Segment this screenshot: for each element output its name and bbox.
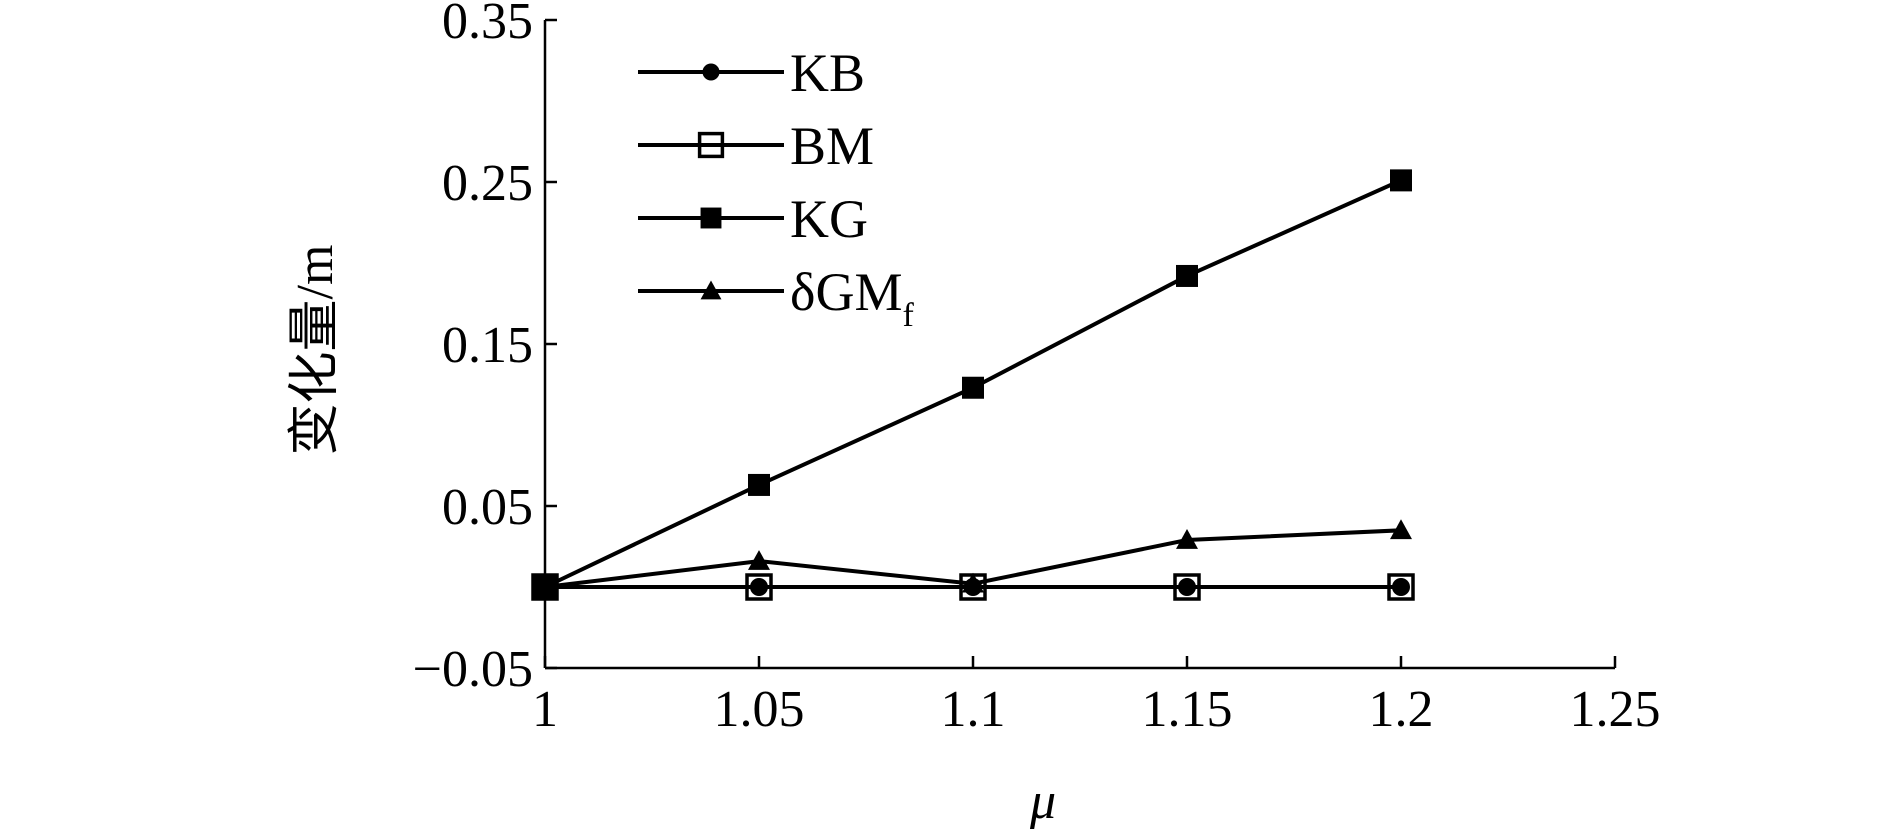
x-tick-label: 1.25 xyxy=(1570,681,1661,738)
data-point-bm xyxy=(1173,573,1201,601)
legend-marker xyxy=(700,280,722,300)
y-tick-label: 0.25 xyxy=(442,155,533,212)
y-tick-label: −0.05 xyxy=(413,641,533,698)
data-point-kg xyxy=(1176,264,1198,287)
legend-label: KB xyxy=(790,43,865,103)
axes xyxy=(543,20,1615,670)
legend-marker xyxy=(697,131,725,159)
data-point-gm xyxy=(962,572,984,593)
data-point-kg xyxy=(1390,169,1412,192)
legend: KB BM KG δGMf xyxy=(638,43,914,334)
series-kg xyxy=(534,169,1412,598)
legend-item-kg: KG xyxy=(638,189,868,249)
x-axis-title: μ xyxy=(1029,773,1056,830)
series-layer xyxy=(531,169,1415,601)
data-point-bm xyxy=(745,573,773,601)
data-point-kg xyxy=(962,376,984,399)
data-point-gm xyxy=(534,576,556,596)
legend-label: δGMf xyxy=(790,262,914,334)
legend-label-subscript: f xyxy=(902,297,914,334)
legend-item-bm: BM xyxy=(638,116,874,176)
series-gm xyxy=(534,519,1412,596)
y-tick-label: 0.15 xyxy=(442,317,533,374)
y-tick-label: 0.05 xyxy=(442,479,533,536)
x-tick-label: 1 xyxy=(532,681,558,738)
data-point-gm xyxy=(1176,529,1198,549)
y-ticks: −0.05 0.05 0.15 0.25 0.35 xyxy=(413,0,557,698)
y-tick-label: 0.35 xyxy=(442,0,533,50)
y-axis-title: 变化量/m xyxy=(287,245,344,456)
legend-item-kb: KB xyxy=(638,43,865,103)
x-ticks: 1 1.05 1.1 1.15 1.2 1.25 xyxy=(532,656,1661,738)
data-point-bm xyxy=(1387,573,1415,601)
legend-item-gm: δGMf xyxy=(638,262,914,334)
legend-marker xyxy=(702,63,720,81)
x-tick-label: 1.1 xyxy=(941,681,1006,738)
legend-label: BM xyxy=(790,116,874,176)
data-point-gm xyxy=(748,550,770,570)
x-tick-label: 1.15 xyxy=(1142,681,1233,738)
x-tick-label: 1.2 xyxy=(1369,681,1434,738)
data-point-kg xyxy=(748,473,770,496)
legend-marker xyxy=(700,207,722,229)
x-tick-label: 1.05 xyxy=(714,681,805,738)
data-point-gm xyxy=(1390,519,1412,540)
legend-label: KG xyxy=(790,189,868,249)
